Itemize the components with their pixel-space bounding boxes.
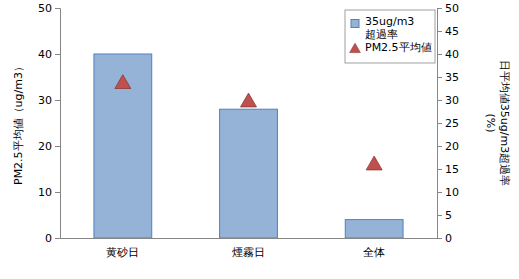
tick-mark (437, 54, 442, 55)
legend-label: 35ug/m3超過率 (365, 15, 414, 41)
tick-label: 50 (445, 2, 459, 15)
bar (94, 54, 152, 238)
tick: 10 (437, 186, 459, 199)
tick-label: 10 (38, 186, 52, 199)
tick-label: 30 (38, 94, 52, 107)
x-axis: 黄砂日 煙霧日 全体 (61, 238, 438, 259)
axis-line (55, 9, 61, 239)
plot: 0 10 20 30 40 50 0 5 10 15 20 25 30 35 40 45 50 黄砂日 煙霧日 全体 3… (38, 2, 459, 259)
chart: 0 10 20 30 40 50 0 5 10 15 20 25 30 35 40 45 50 黄砂日 煙霧日 全体 3… (0, 0, 519, 279)
legend: 35ug/m3超過率PM2.5平均値 (345, 10, 435, 63)
legend-swatch (350, 43, 361, 52)
tick: 50 (437, 2, 459, 15)
tick-label: 10 (445, 186, 459, 199)
tick-label: 35 (445, 71, 459, 84)
tick-mark (437, 238, 442, 239)
tick: 45 (437, 25, 459, 38)
tick: 40 (437, 48, 459, 61)
tick-mark (437, 123, 442, 124)
tick-mark (55, 146, 60, 147)
tick-label: 5 (445, 209, 452, 222)
y2-axis-title: 日平均値35ug/m3超過率(%) (484, 60, 511, 186)
tick-label: 40 (38, 48, 52, 61)
tick: 35 (437, 71, 459, 84)
tick-mark (55, 54, 60, 55)
tick-label: 煙霧日 (232, 246, 265, 259)
tick: 黄砂日 (106, 238, 139, 259)
tick-label: 15 (445, 163, 459, 176)
tick: 50 (38, 2, 60, 15)
y-axis-title: PM2.5平均値（ug/m3） (12, 61, 25, 185)
tick: 30 (38, 94, 60, 107)
marker (241, 93, 257, 107)
tick: 20 (38, 140, 60, 153)
tick: 全体 (363, 238, 385, 259)
tick: 5 (437, 209, 452, 222)
tick-label: 50 (38, 2, 52, 15)
y2-axis: 0 5 10 15 20 25 30 35 40 45 50 (437, 2, 459, 245)
tick-mark (437, 215, 442, 216)
tick-mark (55, 192, 60, 193)
tick-label: 30 (445, 94, 459, 107)
tick-mark (55, 8, 60, 9)
tick: 0 (45, 232, 60, 245)
tick: 煙霧日 (232, 238, 265, 259)
tick-label: 20 (445, 140, 459, 153)
tick-label: 45 (445, 25, 459, 38)
tick-mark (437, 8, 442, 9)
tick-label: 0 (445, 232, 452, 245)
marks (94, 54, 403, 238)
bar (345, 220, 403, 238)
marker (115, 75, 131, 89)
tick-label: 黄砂日 (106, 246, 139, 259)
y-axis: 0 10 20 30 40 50 (38, 2, 61, 245)
tick: 25 (437, 117, 459, 130)
tick: 10 (38, 186, 60, 199)
legend-label: PM2.5平均値 (365, 41, 432, 54)
tick-mark (437, 169, 442, 170)
tick-mark (437, 146, 442, 147)
tick-mark (437, 192, 442, 193)
tick: 0 (437, 232, 452, 245)
marker (366, 156, 382, 170)
tick-label: 25 (445, 117, 459, 130)
tick-label: 40 (445, 48, 459, 61)
tick-mark (437, 100, 442, 101)
tick-label: 20 (38, 140, 52, 153)
tick-mark (55, 238, 60, 239)
legend-swatch (351, 20, 359, 28)
tick: 15 (437, 163, 459, 176)
tick-mark (55, 100, 60, 101)
tick-mark (437, 77, 442, 78)
legend-box (345, 10, 435, 63)
tick-label: 0 (45, 232, 52, 245)
tick-mark (437, 31, 442, 32)
bar (220, 109, 278, 238)
tick: 40 (38, 48, 60, 61)
tick-label: 全体 (363, 246, 385, 259)
axis-line (61, 238, 438, 239)
tick: 20 (437, 140, 459, 153)
tick: 30 (437, 94, 459, 107)
axis-line (438, 9, 443, 239)
